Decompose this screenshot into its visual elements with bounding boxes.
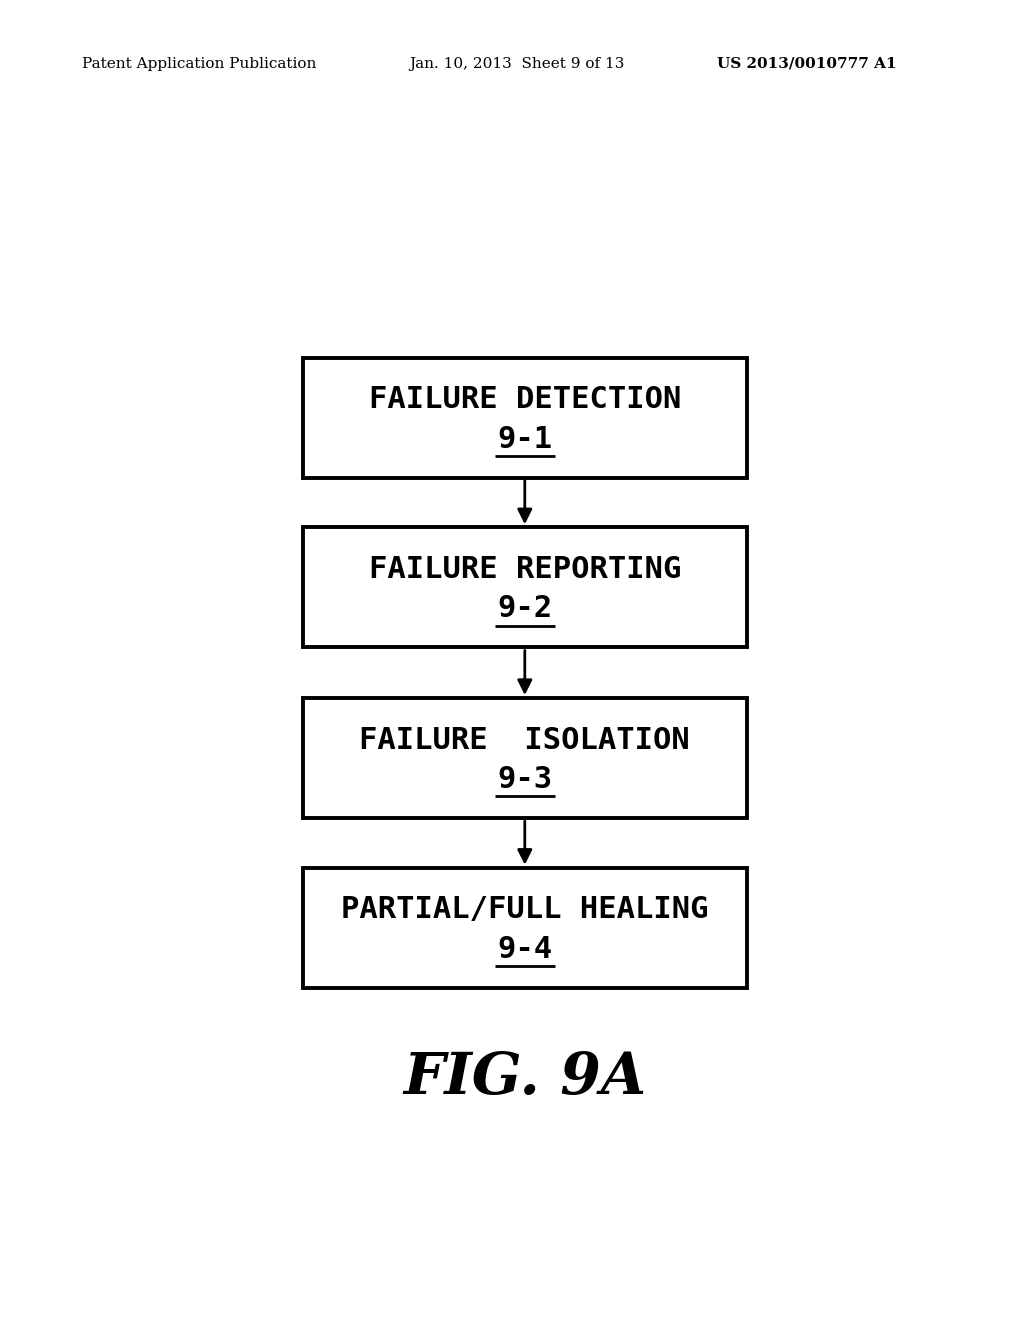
Bar (303, 358, 748, 478)
Text: 9-1: 9-1 (498, 425, 552, 454)
Text: FIG. 9A: FIG. 9A (403, 1049, 646, 1106)
Text: FAILURE REPORTING: FAILURE REPORTING (369, 554, 681, 583)
Text: US 2013/0010777 A1: US 2013/0010777 A1 (717, 57, 896, 71)
Text: 9-4: 9-4 (498, 935, 552, 964)
Bar (303, 528, 748, 647)
Text: FAILURE DETECTION: FAILURE DETECTION (369, 385, 681, 414)
Bar (303, 698, 748, 818)
Text: 9-3: 9-3 (498, 766, 552, 795)
Text: Patent Application Publication: Patent Application Publication (82, 57, 316, 71)
Text: Jan. 10, 2013  Sheet 9 of 13: Jan. 10, 2013 Sheet 9 of 13 (410, 57, 625, 71)
Bar (303, 867, 748, 987)
Text: PARTIAL/FULL HEALING: PARTIAL/FULL HEALING (341, 895, 709, 924)
Text: FAILURE  ISOLATION: FAILURE ISOLATION (359, 726, 690, 755)
Text: 9-2: 9-2 (498, 594, 552, 623)
